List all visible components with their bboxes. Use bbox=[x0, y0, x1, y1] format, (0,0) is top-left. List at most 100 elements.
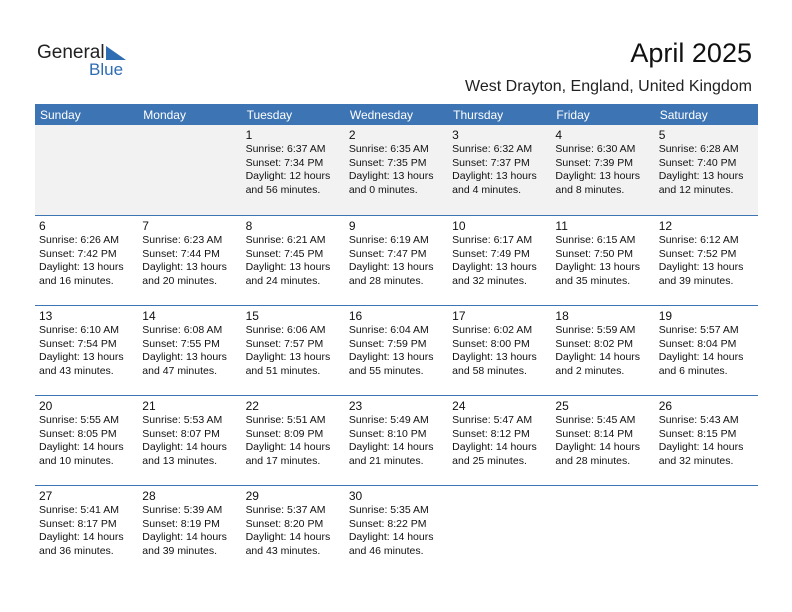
sun-info: Sunset: 7:39 PM bbox=[555, 156, 634, 169]
sun-info: Daylight: 14 hours bbox=[39, 441, 124, 453]
sun-info: Sunset: 8:20 PM bbox=[245, 517, 324, 530]
day-number: 4 bbox=[555, 128, 563, 142]
day-cell: 21 Sunrise: 5:53 AM Sunset: 8:07 PM Dayligh… bbox=[138, 396, 241, 486]
sun-info: Sunrise: 6:23 AM bbox=[142, 234, 223, 246]
sun-info: and 43 minutes. bbox=[245, 544, 321, 557]
sun-info: Sunrise: 6:12 AM bbox=[658, 234, 739, 246]
day-cell: 1 Sunrise: 6:37 AM Sunset: 7:34 PM Daylight… bbox=[242, 125, 345, 215]
sun-info: Daylight: 14 hours bbox=[142, 531, 227, 543]
day-cell: 23 Sunrise: 5:49 AM Sunset: 8:10 PM Dayligh… bbox=[345, 396, 448, 486]
sun-info: Sunset: 7:45 PM bbox=[245, 247, 324, 260]
sun-info: Sunrise: 6:35 AM bbox=[348, 143, 429, 155]
day-cell: 14 Sunrise: 6:08 AM Sunset: 7:55 PM Dayligh… bbox=[138, 306, 241, 396]
sun-info: Sunset: 8:15 PM bbox=[658, 427, 737, 440]
sun-info: and 16 minutes. bbox=[39, 274, 114, 287]
sun-info: Sunrise: 6:08 AM bbox=[142, 324, 223, 336]
day-cell: 19 Sunrise: 5:57 AM Sunset: 8:04 PM Dayligh… bbox=[655, 306, 758, 396]
day-number: 27 bbox=[39, 489, 53, 503]
sun-info: and 2 minutes. bbox=[555, 364, 625, 377]
sun-info: Sunset: 7:44 PM bbox=[142, 247, 220, 260]
sun-info: Sunrise: 6:19 AM bbox=[348, 234, 429, 246]
sun-info: Sunrise: 6:04 AM bbox=[348, 324, 429, 336]
sun-info: Sunrise: 6:17 AM bbox=[452, 234, 533, 246]
day-cell: 16 Sunrise: 6:04 AM Sunset: 7:59 PM Dayligh… bbox=[345, 306, 448, 396]
sun-info: Sunrise: 6:30 AM bbox=[555, 143, 636, 155]
day-cell: 25 Sunrise: 5:45 AM Sunset: 8:14 PM Dayligh… bbox=[551, 396, 654, 486]
day-number: 12 bbox=[658, 219, 673, 233]
weekday: Friday bbox=[556, 108, 590, 122]
sun-info: and 12 minutes. bbox=[658, 183, 734, 196]
sun-info: and 13 minutes. bbox=[142, 454, 217, 467]
sun-info: Daylight: 14 hours bbox=[555, 351, 641, 363]
sun-info: and 8 minutes. bbox=[555, 183, 625, 196]
sun-info: Sunset: 8:12 PM bbox=[452, 427, 530, 440]
day-number: 24 bbox=[452, 399, 466, 413]
sun-info: Sunrise: 5:57 AM bbox=[658, 324, 739, 336]
day-number: 1 bbox=[245, 128, 253, 142]
day-number: 9 bbox=[348, 219, 356, 233]
weekday: Tuesday bbox=[246, 108, 293, 122]
sun-info: Daylight: 13 hours bbox=[452, 351, 537, 363]
sun-info: Daylight: 13 hours bbox=[39, 351, 124, 363]
sun-info: Daylight: 13 hours bbox=[142, 351, 227, 363]
sun-info: and 56 minutes. bbox=[245, 183, 321, 196]
day-number: 17 bbox=[452, 309, 466, 323]
sun-info: Sunrise: 6:21 AM bbox=[245, 234, 326, 246]
sun-info: Sunset: 7:40 PM bbox=[658, 156, 737, 169]
day-number: 10 bbox=[452, 219, 466, 233]
day-number: 22 bbox=[245, 399, 259, 413]
sun-info: Sunrise: 5:47 AM bbox=[452, 414, 533, 426]
weekday: Saturday bbox=[659, 108, 708, 122]
sun-info: Sunset: 7:47 PM bbox=[348, 247, 427, 260]
day-cell: 22 Sunrise: 5:51 AM Sunset: 8:09 PM Dayligh… bbox=[242, 396, 345, 486]
sun-info: and 36 minutes. bbox=[39, 544, 114, 557]
sun-info: and 46 minutes. bbox=[348, 544, 424, 557]
sun-info: Sunrise: 6:32 AM bbox=[452, 143, 533, 155]
day-number: 15 bbox=[245, 309, 259, 323]
sun-info: Sunrise: 5:59 AM bbox=[555, 324, 636, 336]
sun-info: and 10 minutes. bbox=[39, 454, 114, 467]
sun-info: Sunset: 8:17 PM bbox=[39, 517, 117, 530]
day-cell: 11 Sunrise: 6:15 AM Sunset: 7:50 PM Dayligh… bbox=[551, 216, 654, 306]
sun-info: Daylight: 14 hours bbox=[555, 441, 641, 453]
sun-info: Daylight: 13 hours bbox=[555, 170, 641, 182]
sun-info: and 4 minutes. bbox=[452, 183, 522, 196]
sun-info: Sunrise: 5:35 AM bbox=[348, 504, 429, 516]
logo-text: General bbox=[37, 42, 105, 63]
sun-info: Sunrise: 5:53 AM bbox=[142, 414, 223, 426]
week-row: 1 Sunrise: 6:37 AM Sunset: 7:34 PM Daylight… bbox=[35, 125, 758, 215]
sun-info: Sunset: 8:02 PM bbox=[555, 337, 634, 350]
day-cell: 24 Sunrise: 5:47 AM Sunset: 8:12 PM Dayligh… bbox=[448, 396, 551, 486]
day-number: 3 bbox=[452, 128, 459, 142]
weekday: Sunday bbox=[40, 108, 81, 122]
day-cell: 26 Sunrise: 5:43 AM Sunset: 8:15 PM Dayligh… bbox=[655, 396, 758, 486]
sun-info: and 0 minutes. bbox=[348, 183, 418, 196]
sun-info: Daylight: 13 hours bbox=[555, 261, 641, 273]
day-cell: 12 Sunrise: 6:12 AM Sunset: 7:52 PM Dayligh… bbox=[655, 216, 758, 306]
sun-info: Sunrise: 5:49 AM bbox=[348, 414, 429, 426]
day-cell: 17 Sunrise: 6:02 AM Sunset: 8:00 PM Dayligh… bbox=[448, 306, 551, 396]
sun-info: Sunset: 8:10 PM bbox=[348, 427, 427, 440]
sun-info: Sunset: 7:35 PM bbox=[348, 156, 427, 169]
sun-info: Sunrise: 5:51 AM bbox=[245, 414, 326, 426]
sun-info: Daylight: 13 hours bbox=[658, 261, 744, 273]
sun-info: and 43 minutes. bbox=[39, 364, 114, 377]
sun-info: Sunset: 8:09 PM bbox=[245, 427, 324, 440]
day-number: 7 bbox=[142, 219, 149, 233]
day-cell: 10 Sunrise: 6:17 AM Sunset: 7:49 PM Dayligh… bbox=[448, 216, 551, 306]
day-number: 26 bbox=[658, 399, 673, 413]
sun-info: Sunrise: 6:37 AM bbox=[245, 143, 326, 155]
sun-info: Daylight: 14 hours bbox=[245, 531, 331, 543]
day-cell: 15 Sunrise: 6:06 AM Sunset: 7:57 PM Dayligh… bbox=[242, 306, 345, 396]
day-number: 30 bbox=[348, 489, 363, 503]
sun-info: Daylight: 14 hours bbox=[452, 441, 537, 453]
day-number: 25 bbox=[555, 399, 569, 413]
sun-info: and 24 minutes. bbox=[245, 274, 321, 287]
day-cell: 7 Sunrise: 6:23 AM Sunset: 7:44 PM Daylight… bbox=[138, 216, 241, 306]
day-number: 19 bbox=[658, 309, 673, 323]
sun-info: and 51 minutes. bbox=[245, 364, 321, 377]
sun-info: Sunrise: 6:26 AM bbox=[39, 234, 119, 246]
day-number: 29 bbox=[245, 489, 259, 503]
sun-info: Sunrise: 5:41 AM bbox=[39, 504, 119, 516]
